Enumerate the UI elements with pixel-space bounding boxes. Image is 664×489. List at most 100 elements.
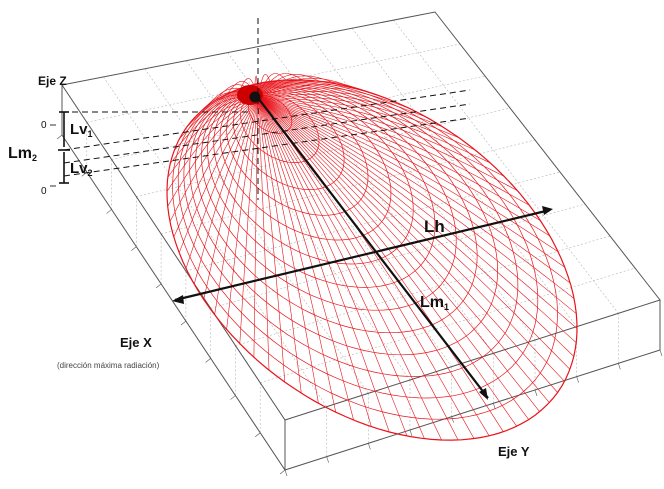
z-tick-top: 0	[41, 120, 47, 131]
bounding-box	[61, 11, 661, 471]
lobe-meridian	[185, 96, 259, 269]
lm2-label: Lm2	[8, 145, 37, 163]
lobe-meridian	[257, 73, 303, 98]
lobe-meridian	[257, 96, 550, 237]
lobe-meridian	[257, 96, 491, 164]
lobe-meridian	[257, 74, 320, 98]
lm1-label: Lm1	[420, 294, 449, 312]
lobe-meridian	[257, 96, 337, 413]
lobe-meridian	[257, 96, 550, 403]
diagonal-ref-2	[63, 103, 471, 164]
lh-label: Lh	[424, 217, 445, 236]
axis-tick	[155, 283, 162, 289]
lobe-meridian	[166, 96, 259, 192]
lm1-arrow-line	[257, 97, 489, 399]
lobe-meridian	[178, 96, 259, 253]
axis-tick	[409, 429, 413, 437]
lobe-contour	[213, 88, 414, 265]
grid-line	[393, 19, 619, 314]
lobe-meridian	[257, 80, 373, 98]
vertical-dimension-bars	[58, 111, 70, 184]
lobe-meridian	[257, 74, 271, 98]
axis-tick	[326, 456, 329, 463]
lobe-meridian	[257, 96, 319, 404]
grid-line	[235, 235, 611, 346]
lobe-meridian	[257, 96, 540, 412]
lobe-contour	[172, 80, 558, 420]
lobe-meridian	[257, 96, 565, 268]
axis-tick	[659, 349, 663, 357]
grid-line	[144, 68, 369, 394]
lh-arrow-line	[174, 208, 551, 302]
axis-tick	[106, 209, 112, 214]
dimension-arrows	[172, 97, 553, 400]
lobe-meridian	[214, 96, 259, 315]
radiation-lobe	[166, 73, 578, 441]
axis-tick	[205, 358, 211, 363]
lobe-meridian	[257, 96, 577, 314]
lobe-meridian	[257, 96, 442, 441]
lobe-contour	[201, 85, 457, 311]
diagonal-ref-1	[63, 89, 471, 151]
grid-line	[86, 43, 461, 123]
lobe-meridian	[257, 96, 529, 420]
axis-tick	[284, 469, 288, 477]
axis-tick	[368, 443, 371, 450]
lobe-meridian	[257, 96, 575, 357]
lobe-meridian	[257, 96, 565, 382]
z-axis-ticks	[50, 124, 56, 187]
lobe-meridian	[257, 94, 443, 128]
lobe-contour	[189, 83, 498, 356]
lobe-meridian	[257, 96, 518, 191]
box-top-face	[61, 11, 661, 421]
lobe-meridian	[167, 96, 259, 207]
grid-line	[186, 60, 411, 381]
lobe-contour	[195, 84, 478, 334]
lobe-meridian	[169, 96, 259, 222]
lobe-meridian	[257, 96, 559, 252]
lobe-meridian	[257, 96, 505, 177]
axis-tick	[56, 134, 63, 140]
lh-arrowhead-left	[172, 295, 184, 304]
lobe-meridian	[257, 96, 270, 371]
lobe-meridian	[239, 96, 259, 344]
grid-line	[351, 28, 577, 327]
lobe-meridian	[257, 96, 577, 343]
grid-line	[210, 203, 586, 309]
axis-tick	[451, 416, 454, 423]
lobe-meridian	[257, 96, 541, 221]
lobe-meridian	[257, 96, 578, 329]
axis-tick	[230, 395, 236, 400]
lobe-meridian	[257, 96, 558, 393]
lobe-meridian	[173, 96, 259, 238]
axis-tick	[576, 376, 579, 383]
lobe-meridian	[257, 84, 391, 101]
axis-tick	[534, 389, 538, 397]
lobe-meridian	[257, 96, 575, 299]
z-axis-label: Eje Z	[38, 74, 67, 88]
lobe-meridian	[257, 96, 372, 427]
grid-line	[260, 267, 636, 384]
box-gridlines	[56, 19, 663, 477]
axis-tick	[131, 246, 137, 251]
lobe-meridian	[226, 96, 259, 330]
lobe-meridian	[257, 96, 476, 151]
lobe-contour	[219, 89, 392, 241]
lobe-meridian	[257, 96, 571, 370]
lobe-meridian	[257, 96, 425, 439]
lobe-meridian	[257, 96, 408, 437]
lobe-meridian	[253, 96, 259, 358]
axis-tick	[279, 469, 286, 475]
diagonal-ref-3	[63, 117, 471, 177]
lobe-meridian	[257, 96, 459, 441]
lobe-meridian	[257, 87, 409, 109]
lobe-meridian	[203, 96, 259, 300]
axis-tick	[180, 320, 187, 326]
lobe-contour	[207, 87, 436, 288]
lobe-meridian	[257, 96, 286, 383]
lm1-arrowhead	[479, 388, 488, 400]
lobe-meridian	[257, 96, 517, 427]
axis-tick	[255, 432, 261, 438]
y-axis-label: Eje Y	[498, 444, 530, 459]
